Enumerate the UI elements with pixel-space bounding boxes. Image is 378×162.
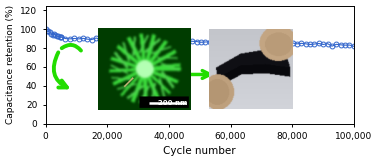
Y-axis label: Capacitance retention (%): Capacitance retention (%): [6, 5, 15, 124]
X-axis label: Cycle number: Cycle number: [163, 146, 236, 156]
